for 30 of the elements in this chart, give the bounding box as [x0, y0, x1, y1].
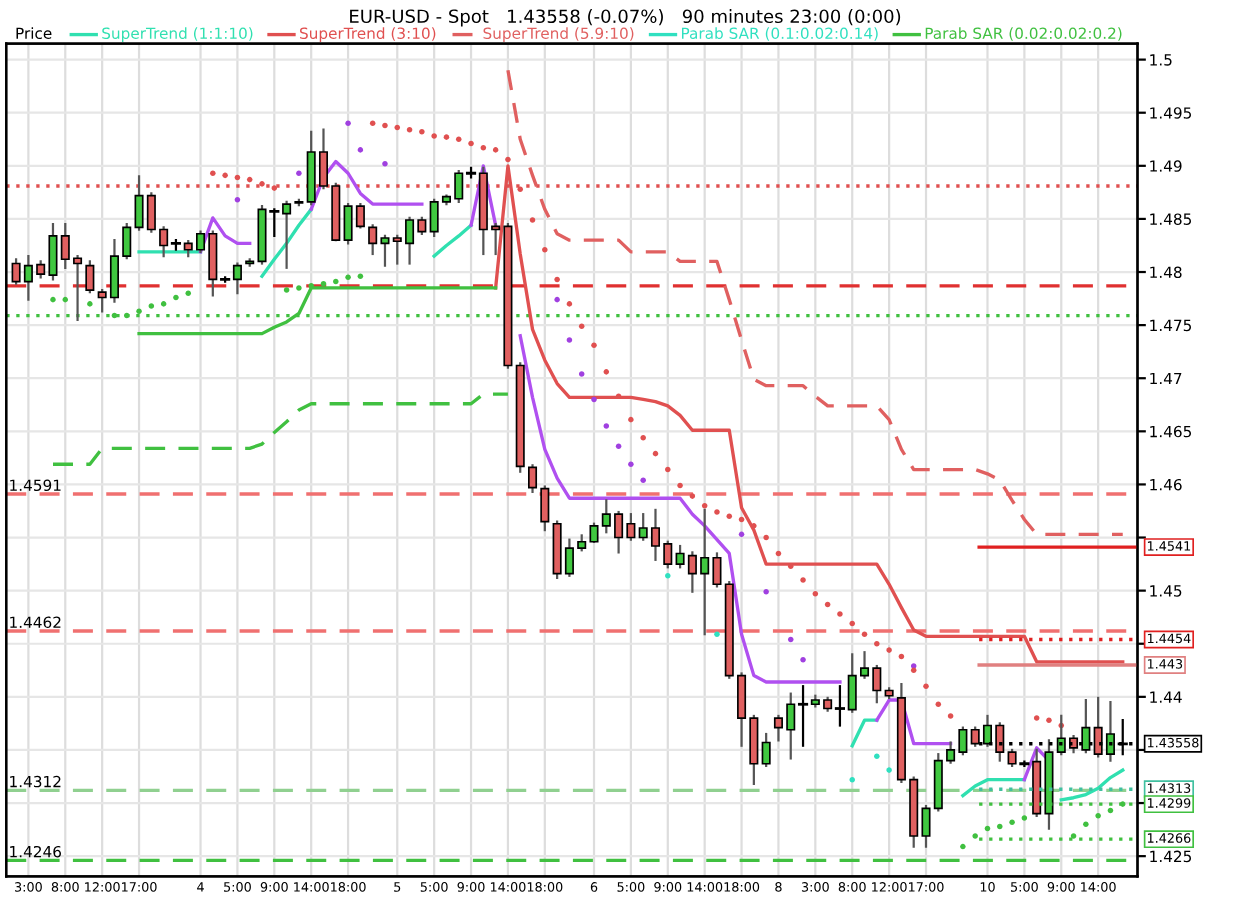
point — [615, 443, 622, 449]
point — [357, 147, 364, 153]
candlestick — [761, 732, 771, 767]
point — [640, 477, 646, 483]
point — [345, 120, 351, 127]
candlestick — [85, 260, 95, 294]
point — [591, 396, 597, 403]
candlestick — [528, 464, 538, 493]
point — [665, 572, 671, 579]
chart-title: EUR-USD - Spot 1.43558 (-0.07%) 90 minutes 23:00 (0:00) — [350, 9, 901, 27]
point — [234, 197, 241, 203]
point — [566, 337, 573, 343]
point — [738, 531, 745, 538]
line-series — [51, 392, 510, 466]
point — [628, 461, 634, 468]
point — [910, 663, 917, 669]
point — [849, 776, 856, 783]
point — [800, 656, 806, 663]
point — [763, 588, 769, 595]
candlestick — [540, 485, 550, 532]
line-series — [506, 68, 1125, 537]
point — [886, 767, 892, 773]
point — [603, 423, 610, 429]
point — [382, 160, 388, 167]
point — [874, 753, 880, 760]
point — [787, 636, 794, 643]
point — [296, 170, 302, 177]
point — [714, 631, 720, 637]
point — [554, 296, 560, 303]
point — [578, 371, 585, 377]
